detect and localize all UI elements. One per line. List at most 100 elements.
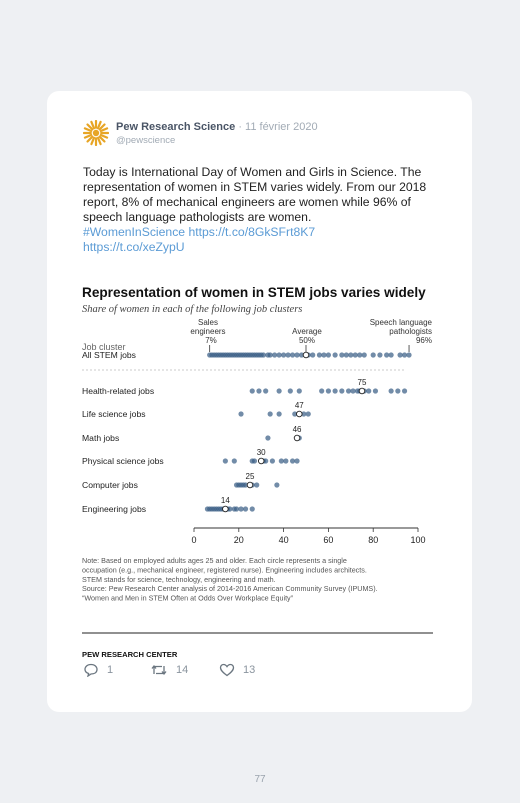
note-line: occupation (e.g., mechanical engineer, r… xyxy=(82,565,367,574)
occupation-dot xyxy=(254,482,260,488)
occupation-dot xyxy=(231,458,237,464)
occupation-dot xyxy=(339,388,345,394)
occupation-dot xyxy=(310,352,316,358)
occupation-dot xyxy=(377,352,383,358)
occupation-dot xyxy=(352,352,358,358)
occupation-dot xyxy=(366,388,372,394)
occupation-dot xyxy=(401,388,408,394)
occupation-dot xyxy=(233,506,240,512)
tweet-text: Today is International Day of Women and … xyxy=(83,165,435,255)
speech-label-2: pathologists xyxy=(389,327,432,336)
occupation-dot xyxy=(325,388,331,394)
average-label: 30 xyxy=(257,448,266,457)
tweet-date[interactable]: · 11 février 2020 xyxy=(238,121,318,133)
occupation-dot xyxy=(269,458,275,464)
occupation-dot xyxy=(249,506,255,512)
x-tick-label: 0 xyxy=(191,535,196,545)
occupation-dot xyxy=(296,388,302,394)
occupation-dot xyxy=(274,482,280,488)
occupation-dot xyxy=(276,352,282,358)
reply-button[interactable]: 1 xyxy=(83,660,113,680)
occupation-dot xyxy=(294,458,300,464)
retweet-button[interactable]: 14 xyxy=(150,660,188,680)
occupation-dot xyxy=(370,352,376,358)
average-dot xyxy=(302,351,310,359)
occupation-dot xyxy=(289,352,296,358)
x-tick-label: 40 xyxy=(279,535,289,545)
page-number: 77 xyxy=(254,774,266,785)
average-dot xyxy=(293,434,301,442)
occupation-dot xyxy=(227,506,233,512)
occupation-dot xyxy=(316,352,323,358)
occupation-dot xyxy=(339,352,345,358)
author-handle[interactable]: @pewscience xyxy=(116,135,176,146)
tweet-actions: 1 14 13 xyxy=(83,660,443,682)
x-tick-label: 100 xyxy=(410,535,425,545)
note-line: STEM stands for science, technology, eng… xyxy=(82,575,276,584)
occupation-dot xyxy=(242,482,249,488)
occupation-dot xyxy=(238,506,244,512)
occupation-dot xyxy=(401,352,408,358)
occupation-dot xyxy=(281,352,287,358)
logo-ray xyxy=(96,136,102,146)
average-label: 75 xyxy=(358,378,367,387)
dot-plot: Job cluster Sales engineers 7% Average 5… xyxy=(82,319,433,659)
chart-title: Representation of women in STEM jobs var… xyxy=(82,285,426,300)
cluster-label: Computer jobs xyxy=(82,480,138,490)
occupation-dot xyxy=(272,352,278,358)
tweet-link-2[interactable]: https://t.co/xeZypU xyxy=(83,240,185,254)
average-value: 50% xyxy=(299,336,315,345)
average-dot xyxy=(358,387,366,395)
occupation-dot xyxy=(388,388,394,394)
column-header: Job cluster xyxy=(82,342,126,352)
x-tick-label: 20 xyxy=(234,535,244,545)
occupation-dot xyxy=(345,388,352,394)
occupation-dot xyxy=(357,352,363,358)
tweet-header: Pew Research Science · 11 février 2020 @… xyxy=(83,119,463,151)
logo-ray xyxy=(90,120,96,130)
occupation-dot xyxy=(238,411,244,417)
tweet-link-1[interactable]: https://t.co/8GkSFrt8K7 xyxy=(188,225,316,239)
occupation-dot xyxy=(222,458,228,464)
tweet-body: Today is International Day of Women and … xyxy=(83,165,427,224)
occupation-dot xyxy=(260,352,267,358)
occupation-dot xyxy=(263,458,269,464)
occupation-dot xyxy=(249,388,255,394)
occupation-dot xyxy=(276,411,282,417)
occupation-dot xyxy=(263,388,269,394)
reply-icon xyxy=(84,663,98,677)
average-label: Average xyxy=(292,327,322,336)
average-label: 14 xyxy=(221,496,230,505)
pew-logo-icon[interactable] xyxy=(83,120,109,146)
x-tick-label: 80 xyxy=(368,535,378,545)
occupation-dot xyxy=(372,388,379,394)
occupation-dot xyxy=(325,352,331,358)
average-label: 47 xyxy=(295,401,304,410)
occupation-dot xyxy=(276,388,282,394)
cluster-label: All STEM jobs xyxy=(82,350,136,360)
occupation-dot xyxy=(267,352,273,358)
average-dot xyxy=(296,410,303,418)
occupation-dot xyxy=(406,352,412,358)
occupation-dot xyxy=(384,352,390,358)
occupation-dot xyxy=(319,388,325,394)
occupation-dot xyxy=(278,458,284,464)
occupation-dot xyxy=(388,352,394,358)
logo-ray xyxy=(99,133,109,139)
cluster-label: Health-related jobs xyxy=(82,386,154,396)
logo-ray xyxy=(86,123,94,131)
like-button[interactable]: 13 xyxy=(219,660,255,680)
occupation-dot xyxy=(348,352,354,358)
tweet-card: Pew Research Science · 11 février 2020 @… xyxy=(47,91,472,712)
logo-ray xyxy=(98,123,106,131)
hashtag-link[interactable]: #WomenInScience xyxy=(83,225,186,239)
occupation-dot xyxy=(361,352,367,358)
average-dot xyxy=(246,481,254,489)
sales-value: 7% xyxy=(205,336,217,345)
retweet-count: 14 xyxy=(176,664,189,676)
source-org: PEW RESEARCH CENTER xyxy=(82,650,178,659)
author-name[interactable]: Pew Research Science xyxy=(116,121,236,133)
logo-ray xyxy=(90,136,96,146)
like-count: 13 xyxy=(243,664,256,676)
occupation-dot xyxy=(251,458,258,464)
